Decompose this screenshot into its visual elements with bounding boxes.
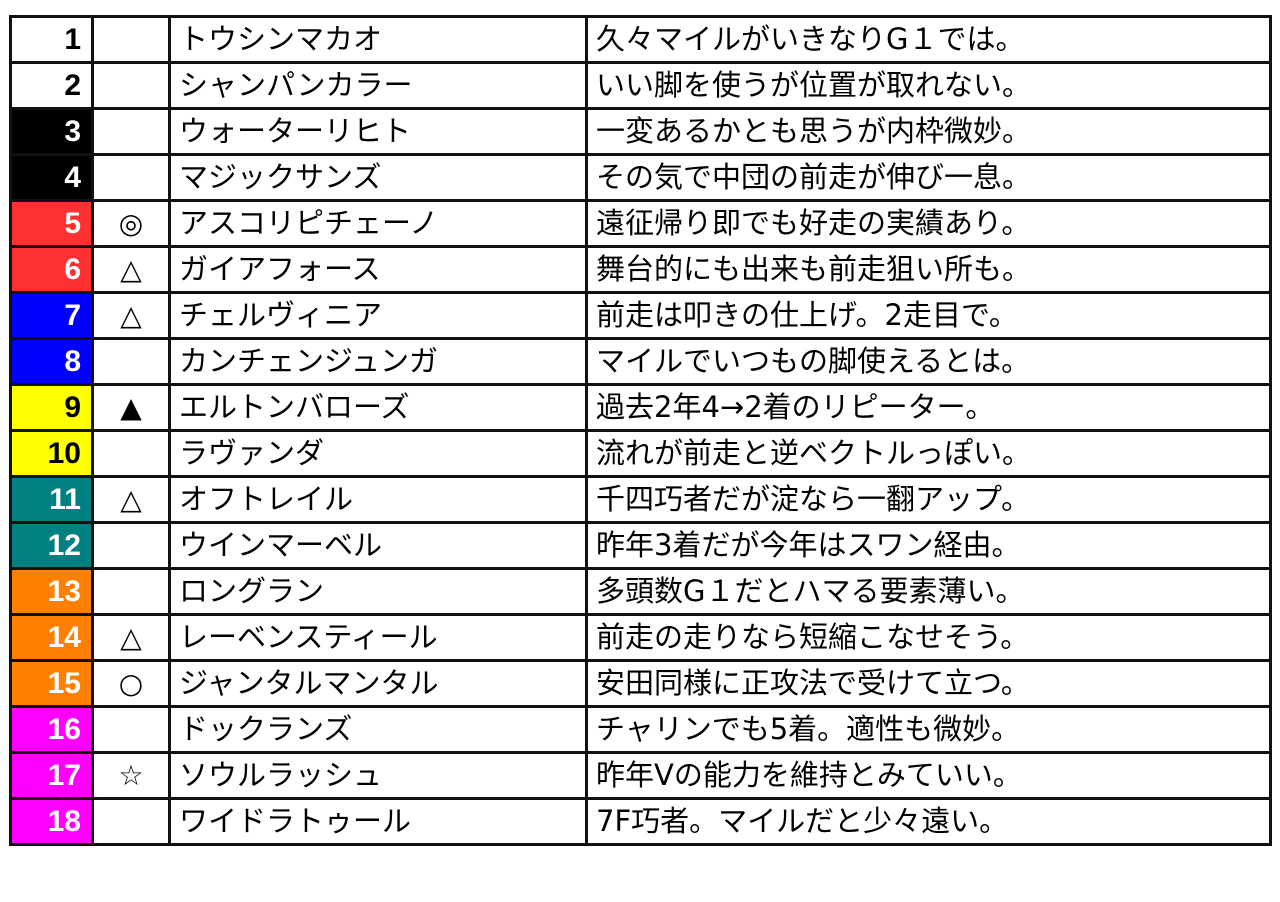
horse-number: 5 bbox=[9, 199, 94, 248]
prediction-mark bbox=[91, 15, 171, 64]
prediction-mark: ○ bbox=[91, 659, 171, 708]
table-row: 1 トウシンマカオ 久々マイルがいきなりG１では。 bbox=[9, 15, 1272, 64]
table-row: 16 ドックランズ チャリンでも5着。適性も微妙。 bbox=[9, 705, 1272, 754]
horse-number: 3 bbox=[9, 107, 94, 156]
prediction-mark: △ bbox=[91, 245, 171, 294]
horse-name: レーベンスティール bbox=[168, 613, 588, 662]
horse-number: 7 bbox=[9, 291, 94, 340]
comment: 昨年3着だが今年はスワン経由。 bbox=[585, 521, 1272, 570]
horse-number: 14 bbox=[9, 613, 94, 662]
horse-name: ロングラン bbox=[168, 567, 588, 616]
horse-number: 6 bbox=[9, 245, 94, 294]
horse-name: カンチェンジュンガ bbox=[168, 337, 588, 386]
prediction-mark: △ bbox=[91, 291, 171, 340]
table-row: 12 ウインマーベル 昨年3着だが今年はスワン経由。 bbox=[9, 521, 1272, 570]
comment: その気で中団の前走が伸び一息。 bbox=[585, 153, 1272, 202]
horse-name: マジックサンズ bbox=[168, 153, 588, 202]
table-row: 5 ◎ アスコリピチェーノ 遠征帰り即でも好走の実績あり。 bbox=[9, 199, 1272, 248]
comment: 千四巧者だが淀なら一翻アップ。 bbox=[585, 475, 1272, 524]
comment: 流れが前走と逆ベクトルっぽい。 bbox=[585, 429, 1272, 478]
comment: 舞台的にも出来も前走狙い所も。 bbox=[585, 245, 1272, 294]
table-row: 3 ウォーターリヒト 一変あるかとも思うが内枠微妙。 bbox=[9, 107, 1272, 156]
table-row: 6 △ ガイアフォース 舞台的にも出来も前走狙い所も。 bbox=[9, 245, 1272, 294]
table-row: 9 ▲ エルトンバローズ 過去2年4→2着のリピーター。 bbox=[9, 383, 1272, 432]
horse-number: 4 bbox=[9, 153, 94, 202]
prediction-mark: ◎ bbox=[91, 199, 171, 248]
prediction-mark bbox=[91, 337, 171, 386]
horse-number: 18 bbox=[9, 797, 94, 846]
table-row: 10 ラヴァンダ 流れが前走と逆ベクトルっぽい。 bbox=[9, 429, 1272, 478]
prediction-mark bbox=[91, 521, 171, 570]
prediction-mark bbox=[91, 429, 171, 478]
prediction-mark: ☆ bbox=[91, 751, 171, 800]
table-row: 15 ○ ジャンタルマンタル 安田同様に正攻法で受けて立つ。 bbox=[9, 659, 1272, 708]
horse-number: 12 bbox=[9, 521, 94, 570]
table-row: 18 ワイドラトゥール 7F巧者。マイルだと少々遠い。 bbox=[9, 797, 1272, 846]
comment: 久々マイルがいきなりG１では。 bbox=[585, 15, 1272, 64]
comment: 過去2年4→2着のリピーター。 bbox=[585, 383, 1272, 432]
comment: 7F巧者。マイルだと少々遠い。 bbox=[585, 797, 1272, 846]
table-row: 11 △ オフトレイル 千四巧者だが淀なら一翻アップ。 bbox=[9, 475, 1272, 524]
horse-name: ウインマーベル bbox=[168, 521, 588, 570]
prediction-mark bbox=[91, 705, 171, 754]
horse-name: ドックランズ bbox=[168, 705, 588, 754]
prediction-mark bbox=[91, 567, 171, 616]
horse-name: シャンパンカラー bbox=[168, 61, 588, 110]
horse-number: 9 bbox=[9, 383, 94, 432]
table-row: 2 シャンパンカラー いい脚を使うが位置が取れない。 bbox=[9, 61, 1272, 110]
prediction-mark: △ bbox=[91, 613, 171, 662]
horse-number: 17 bbox=[9, 751, 94, 800]
comment: 安田同様に正攻法で受けて立つ。 bbox=[585, 659, 1272, 708]
horse-number: 15 bbox=[9, 659, 94, 708]
comment: 前走は叩きの仕上げ。2走目で。 bbox=[585, 291, 1272, 340]
horse-name: ラヴァンダ bbox=[168, 429, 588, 478]
horse-number: 10 bbox=[9, 429, 94, 478]
horse-number: 16 bbox=[9, 705, 94, 754]
table-row: 4 マジックサンズ その気で中団の前走が伸び一息。 bbox=[9, 153, 1272, 202]
table-row: 8 カンチェンジュンガ マイルでいつもの脚使えるとは。 bbox=[9, 337, 1272, 386]
table-row: 14 △ レーベンスティール 前走の走りなら短縮こなせそう。 bbox=[9, 613, 1272, 662]
horse-number: 11 bbox=[9, 475, 94, 524]
comment: 前走の走りなら短縮こなせそう。 bbox=[585, 613, 1272, 662]
prediction-mark: ▲ bbox=[91, 383, 171, 432]
horse-name: チェルヴィニア bbox=[168, 291, 588, 340]
prediction-mark bbox=[91, 61, 171, 110]
prediction-mark: △ bbox=[91, 475, 171, 524]
horse-number: 13 bbox=[9, 567, 94, 616]
prediction-mark bbox=[91, 797, 171, 846]
horse-name: アスコリピチェーノ bbox=[168, 199, 588, 248]
prediction-mark bbox=[91, 153, 171, 202]
horse-name: トウシンマカオ bbox=[168, 15, 588, 64]
horse-number: 8 bbox=[9, 337, 94, 386]
horse-number: 2 bbox=[9, 61, 94, 110]
table-body: 1 トウシンマカオ 久々マイルがいきなりG１では。 2 シャンパンカラー いい脚を使うが位… bbox=[9, 15, 1272, 846]
comment: いい脚を使うが位置が取れない。 bbox=[585, 61, 1272, 110]
horse-name: エルトンバローズ bbox=[168, 383, 588, 432]
horse-name: ウォーターリヒト bbox=[168, 107, 588, 156]
prediction-mark bbox=[91, 107, 171, 156]
comment: 一変あるかとも思うが内枠微妙。 bbox=[585, 107, 1272, 156]
comment: マイルでいつもの脚使えるとは。 bbox=[585, 337, 1272, 386]
horse-name: ワイドラトゥール bbox=[168, 797, 588, 846]
table-row: 7 △ チェルヴィニア 前走は叩きの仕上げ。2走目で。 bbox=[9, 291, 1272, 340]
horse-name: ガイアフォース bbox=[168, 245, 588, 294]
comment: 多頭数G１だとハマる要素薄い。 bbox=[585, 567, 1272, 616]
horse-number: 1 bbox=[9, 15, 94, 64]
horse-name: ジャンタルマンタル bbox=[168, 659, 588, 708]
comment: チャリンでも5着。適性も微妙。 bbox=[585, 705, 1272, 754]
table-row: 17 ☆ ソウルラッシュ 昨年Vの能力を維持とみていい。 bbox=[9, 751, 1272, 800]
prediction-table: 1 トウシンマカオ 久々マイルがいきなりG１では。 2 シャンパンカラー いい脚を使うが位… bbox=[9, 15, 1272, 846]
comment: 遠征帰り即でも好走の実績あり。 bbox=[585, 199, 1272, 248]
horse-name: ソウルラッシュ bbox=[168, 751, 588, 800]
comment: 昨年Vの能力を維持とみていい。 bbox=[585, 751, 1272, 800]
table-row: 13 ロングラン 多頭数G１だとハマる要素薄い。 bbox=[9, 567, 1272, 616]
horse-name: オフトレイル bbox=[168, 475, 588, 524]
